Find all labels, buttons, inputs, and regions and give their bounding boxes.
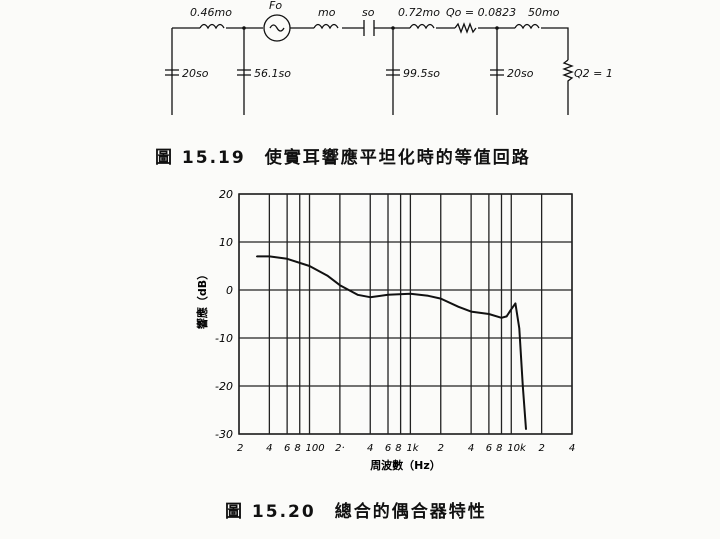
x-tick-label: 4 — [367, 443, 373, 454]
x-tick-label: 6 — [385, 443, 391, 454]
data-point — [268, 255, 271, 258]
x-tick-label: 4 — [569, 443, 575, 454]
data-point — [339, 284, 341, 286]
x-tick-label: 6 — [486, 443, 492, 454]
label-r2: Q2 = 1 — [574, 67, 613, 80]
label-r1: Qo = 0.0823 — [446, 6, 516, 19]
data-point — [439, 297, 442, 300]
label-l1: 0.46mo — [190, 6, 232, 19]
x-tick-label: 2· — [335, 443, 345, 454]
data-point — [514, 302, 517, 305]
x-tick-label: 6 — [284, 443, 290, 454]
x-tick-label: 4 — [468, 443, 474, 454]
label-c2: 56.1so — [254, 67, 291, 80]
y-axis-label: 響應（dB） — [195, 269, 209, 329]
equivalent-circuit-diagram: 0.46mo Fo mo so 0.72mo Qo = 0.0823 50mo … — [165, 0, 613, 115]
plot-frame — [238, 193, 573, 435]
data-point — [387, 294, 389, 296]
x-tick-label: 8 — [294, 443, 300, 454]
y-tick-label: -10 — [215, 332, 233, 345]
x-tick-label: 2 — [538, 443, 544, 454]
x-axis-label: 周波數（Hz） — [370, 458, 441, 472]
label-c4: 20so — [507, 67, 534, 80]
data-point — [525, 428, 527, 430]
x-tick-label: 1k — [406, 443, 419, 454]
label-l2: mo — [318, 6, 336, 19]
label-c3: 99.5so — [403, 67, 440, 80]
data-point — [409, 293, 412, 295]
y-tick-label: 20 — [219, 188, 233, 201]
label-c1: 20so — [182, 67, 209, 80]
y-tick-label: -30 — [215, 428, 233, 441]
y-tick-label: 10 — [219, 236, 233, 249]
data-point — [510, 308, 513, 310]
data-point — [505, 315, 508, 318]
label-cs: so — [362, 6, 375, 19]
figure-caption-15-20: 圖 15.20 總合的偶合器特性 — [225, 502, 487, 522]
data-point — [255, 255, 258, 258]
x-tick-label: 4 — [266, 443, 272, 454]
data-point — [356, 294, 359, 296]
x-tick-label: 2 — [438, 443, 444, 454]
x-tick-label: 8 — [496, 443, 502, 454]
data-point — [308, 265, 311, 267]
data-point — [521, 385, 524, 387]
data-point — [500, 317, 503, 319]
response-curve — [256, 255, 527, 430]
data-point — [518, 327, 521, 330]
label-l4: 50mo — [528, 6, 560, 19]
data-point — [427, 294, 429, 297]
data-point — [286, 258, 288, 260]
data-point — [326, 274, 329, 277]
label-source: Fo — [269, 0, 282, 12]
data-point — [457, 306, 460, 308]
data-point — [470, 310, 472, 313]
data-point — [488, 313, 490, 315]
x-tick-label: 2 — [237, 443, 243, 454]
y-tick-label: 0 — [226, 284, 233, 297]
x-tick-label: 100 — [306, 443, 325, 454]
inductor-l1 — [199, 23, 225, 30]
label-l3: 0.72mo — [398, 6, 440, 19]
y-tick-label: -20 — [215, 380, 233, 393]
data-point — [369, 296, 372, 298]
x-tick-label: 8 — [395, 443, 401, 454]
figure-caption-15-19: 圖 15.19 使實耳響應平坦化時的等值回路 — [155, 148, 531, 168]
x-tick-label: 10k — [507, 443, 527, 454]
